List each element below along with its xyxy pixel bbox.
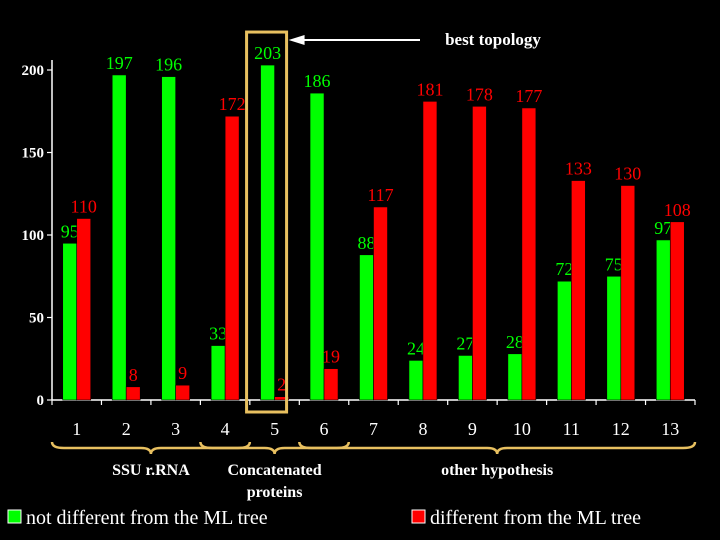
group-label: other hypothesis (441, 462, 553, 479)
bar-different (274, 396, 289, 401)
bar-different (669, 221, 685, 401)
value-label-different: 8 (129, 365, 138, 385)
bar-not-different (62, 242, 78, 401)
bar-different (422, 101, 438, 401)
annotation-label: best topology (445, 30, 541, 49)
best-topology-highlight-box (245, 30, 289, 414)
legend-swatch-different (411, 509, 426, 524)
value-label-not-different: 97 (654, 218, 672, 238)
value-label-not-different: 72 (555, 259, 573, 279)
value-label-different: 133 (565, 159, 592, 179)
bar-not-different (507, 353, 523, 401)
bar-not-different (655, 239, 671, 401)
bar-not-different (606, 275, 622, 401)
group-label: Concatenated (227, 462, 321, 479)
bar-different (620, 185, 636, 401)
value-label-not-different: 203 (254, 43, 281, 63)
value-label-not-different: 75 (605, 254, 623, 274)
value-label-not-different: 186 (304, 71, 331, 91)
y-tick-label: 200 (22, 63, 45, 79)
legend-label-not-different: not different from the ML tree (26, 507, 268, 529)
bar-not-different (111, 74, 127, 401)
value-label-different: 110 (71, 197, 97, 217)
y-tick-label: 50 (29, 311, 44, 327)
x-tick-label: 12 (612, 419, 630, 439)
legend-label-different: different from the ML tree (430, 507, 641, 529)
bar-different (472, 106, 487, 401)
bar-not-different (309, 92, 325, 401)
x-tick-label: 10 (513, 419, 531, 439)
x-tick-label: 2 (122, 419, 131, 439)
value-label-different: 2 (277, 375, 286, 395)
bar-not-different (557, 280, 572, 401)
value-label-different: 172 (219, 94, 246, 114)
value-label-different: 130 (614, 164, 641, 184)
bar-different (373, 206, 388, 401)
bar-different (125, 386, 141, 401)
value-label-not-different: 196 (155, 55, 182, 75)
bar-different (323, 368, 339, 401)
value-label-different: 117 (367, 185, 393, 205)
group-label: SSU r.RNA (112, 462, 190, 479)
x-tick-label: 6 (320, 419, 329, 439)
legend-swatch-not-different (7, 509, 22, 524)
bar-different (521, 107, 537, 401)
bar-not-different (161, 76, 176, 401)
value-label-different: 19 (322, 347, 340, 367)
annotation-arrow-head (288, 35, 305, 46)
x-tick-label: 9 (468, 419, 477, 439)
x-tick-label: 13 (661, 419, 679, 439)
value-label-not-different: 197 (106, 53, 133, 73)
y-tick-label: 150 (22, 146, 45, 162)
y-tick-label: 100 (22, 228, 45, 244)
value-label-not-different: 33 (209, 324, 227, 344)
bar-not-different (458, 355, 473, 401)
value-label-different: 181 (416, 79, 443, 99)
value-label-not-different: 88 (358, 233, 376, 253)
value-label-different: 108 (664, 200, 691, 220)
value-label-not-different: 24 (407, 338, 425, 358)
value-label-different: 9 (178, 363, 187, 383)
value-label-different: 177 (515, 86, 542, 106)
bar-not-different (359, 254, 374, 401)
bar-not-different (210, 345, 226, 401)
x-tick-label: 8 (418, 419, 427, 439)
bar-different (76, 218, 92, 401)
bar-different (571, 180, 586, 401)
bar-different (224, 115, 240, 401)
x-tick-label: 3 (171, 419, 180, 439)
x-tick-label: 7 (369, 419, 378, 439)
y-tick-label: 0 (37, 393, 45, 409)
bar-not-different (408, 360, 424, 401)
x-tick-label: 5 (270, 419, 279, 439)
value-label-not-different: 27 (456, 333, 474, 353)
x-tick-label: 4 (221, 419, 230, 439)
x-tick-label: 1 (72, 419, 81, 439)
value-label-not-different: 95 (61, 221, 79, 241)
group-brace (298, 441, 697, 455)
x-tick-label: 11 (563, 419, 580, 439)
bar-not-different (260, 64, 275, 401)
value-label-not-different: 28 (506, 332, 524, 352)
value-label-different: 178 (466, 84, 493, 104)
group-label: proteins (247, 484, 303, 501)
bar-different (175, 384, 190, 401)
